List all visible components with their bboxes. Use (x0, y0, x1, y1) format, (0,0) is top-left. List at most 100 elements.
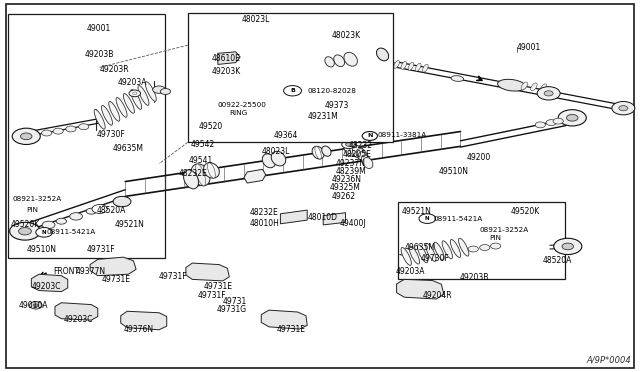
Ellipse shape (344, 52, 357, 66)
Text: N: N (425, 216, 429, 221)
Text: 49730F: 49730F (97, 129, 125, 139)
Circle shape (419, 214, 436, 224)
Text: 49203B: 49203B (85, 50, 115, 59)
Text: 48010H: 48010H (250, 219, 280, 228)
Circle shape (612, 102, 635, 115)
Ellipse shape (422, 64, 428, 72)
Text: 49731E: 49731E (102, 275, 131, 284)
Ellipse shape (204, 163, 220, 178)
Text: 49731: 49731 (223, 297, 247, 306)
Circle shape (153, 86, 166, 93)
Text: 49521N: 49521N (115, 221, 144, 230)
Text: 00922-25500: 00922-25500 (218, 102, 267, 108)
Ellipse shape (262, 58, 271, 74)
Ellipse shape (322, 146, 331, 156)
Text: 49635M: 49635M (404, 243, 435, 251)
Text: PIN: PIN (26, 207, 38, 213)
Circle shape (619, 106, 628, 111)
Circle shape (56, 218, 67, 224)
Ellipse shape (401, 247, 412, 265)
Circle shape (537, 87, 560, 100)
Circle shape (113, 196, 131, 207)
Polygon shape (186, 263, 229, 281)
Text: 49542: 49542 (191, 140, 215, 149)
Text: 49203B: 49203B (460, 273, 488, 282)
Circle shape (86, 208, 97, 214)
Polygon shape (397, 279, 444, 299)
Ellipse shape (145, 81, 156, 101)
Text: 49376N: 49376N (124, 325, 154, 334)
Bar (8, 14, 165, 258)
Text: B: B (290, 88, 295, 93)
Ellipse shape (342, 140, 356, 148)
Text: 49203A: 49203A (118, 78, 147, 87)
Circle shape (562, 243, 573, 250)
Circle shape (29, 302, 42, 309)
Ellipse shape (228, 61, 237, 76)
Text: 48239M: 48239M (336, 167, 367, 176)
Polygon shape (261, 310, 307, 329)
Text: 49231M: 49231M (307, 112, 338, 121)
Polygon shape (55, 303, 98, 320)
Circle shape (352, 46, 375, 59)
Text: 08120-82028: 08120-82028 (307, 89, 356, 94)
Text: 49373: 49373 (325, 101, 349, 110)
Text: 08921-3252A: 08921-3252A (12, 196, 61, 202)
Text: 48232: 48232 (349, 141, 372, 151)
Ellipse shape (498, 79, 525, 91)
Bar (188, 13, 394, 142)
Circle shape (10, 222, 40, 240)
Ellipse shape (184, 170, 198, 189)
Ellipse shape (129, 90, 141, 97)
Ellipse shape (196, 164, 205, 186)
Ellipse shape (116, 97, 127, 117)
Text: 48023L: 48023L (261, 147, 290, 156)
Ellipse shape (138, 86, 149, 105)
Ellipse shape (401, 61, 406, 69)
Ellipse shape (195, 64, 203, 79)
Text: 49541: 49541 (189, 156, 213, 165)
Text: 49510N: 49510N (438, 167, 468, 176)
Ellipse shape (363, 157, 373, 169)
Ellipse shape (109, 102, 120, 121)
Ellipse shape (285, 57, 294, 72)
Text: 49001: 49001 (87, 24, 111, 33)
Ellipse shape (252, 60, 260, 75)
Circle shape (79, 124, 89, 130)
Text: 48023L: 48023L (242, 15, 271, 24)
Ellipse shape (451, 76, 463, 81)
Ellipse shape (521, 82, 527, 90)
Ellipse shape (207, 163, 215, 178)
Ellipse shape (262, 154, 276, 168)
Ellipse shape (353, 146, 364, 158)
Text: 49001: 49001 (516, 42, 541, 51)
Text: PIN: PIN (489, 235, 501, 241)
Ellipse shape (274, 58, 282, 73)
Polygon shape (90, 257, 136, 276)
Circle shape (42, 221, 55, 229)
Text: 49377N: 49377N (76, 267, 106, 276)
Polygon shape (31, 274, 68, 292)
Ellipse shape (376, 48, 388, 61)
Circle shape (554, 238, 582, 254)
Polygon shape (218, 52, 240, 64)
Text: 49203C: 49203C (63, 315, 93, 324)
Polygon shape (121, 311, 167, 330)
Ellipse shape (408, 62, 414, 70)
Text: N: N (367, 134, 372, 138)
Text: 49203C: 49203C (31, 282, 61, 291)
Text: 49204R: 49204R (422, 291, 452, 300)
Circle shape (558, 110, 586, 126)
Ellipse shape (132, 92, 137, 94)
Circle shape (566, 115, 578, 121)
Ellipse shape (344, 142, 357, 156)
Text: 49731F: 49731F (87, 244, 116, 253)
Ellipse shape (409, 246, 420, 264)
Text: 08921-3252A: 08921-3252A (479, 227, 529, 233)
Ellipse shape (325, 57, 334, 67)
Circle shape (535, 122, 545, 128)
Text: 49010A: 49010A (19, 301, 48, 310)
Circle shape (41, 279, 56, 288)
Text: 48010D: 48010D (307, 213, 337, 222)
Ellipse shape (315, 146, 321, 159)
